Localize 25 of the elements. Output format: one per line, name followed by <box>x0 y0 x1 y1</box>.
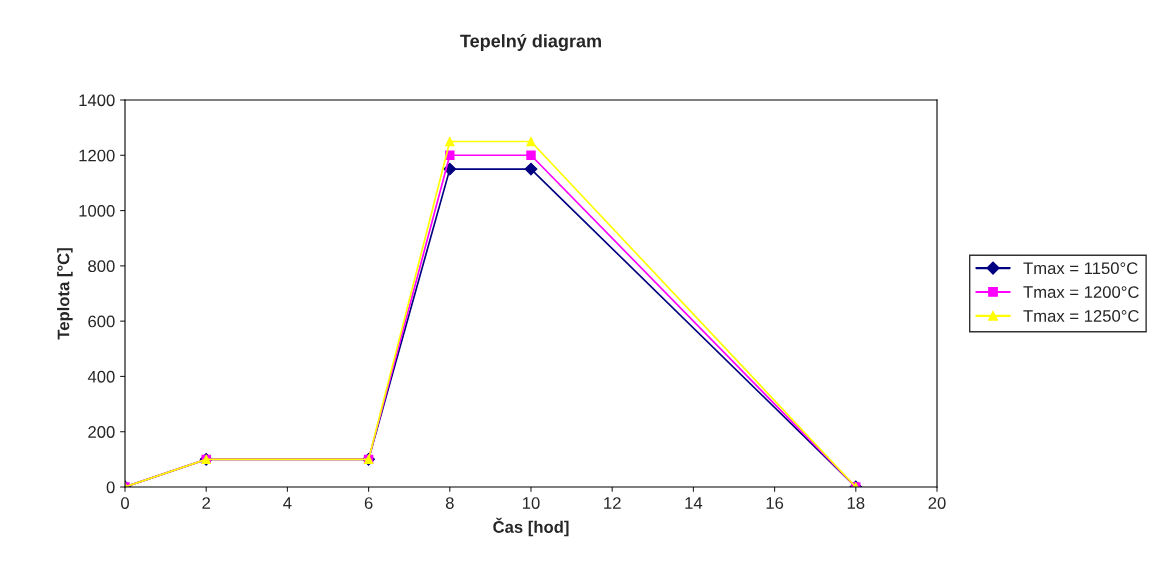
x-tick-label: 8 <box>445 497 454 509</box>
y-tick-label: 1000 <box>79 204 115 217</box>
y-tick-label: 600 <box>88 315 115 328</box>
chart-title: Tepelný diagram <box>460 33 601 52</box>
x-tick-label: 10 <box>523 497 540 509</box>
y-tick-label: 1200 <box>79 149 115 162</box>
x-tick-label: 12 <box>604 497 621 509</box>
y-tick-label: 200 <box>88 426 115 438</box>
y-tick-label: 1400 <box>79 94 115 107</box>
x-tick-label: 16 <box>766 497 784 509</box>
legend-label: Tmax = 1150°C <box>1023 262 1138 275</box>
x-tick-label: 2 <box>202 497 210 509</box>
y-tick-label: 0 <box>106 481 115 494</box>
legend-label: Tmax = 1200°C <box>1023 286 1139 298</box>
x-tick-label: 18 <box>847 497 865 509</box>
x-tick-label: 14 <box>685 497 703 509</box>
y-tick-label: 400 <box>87 370 115 383</box>
x-tick-label: 0 <box>121 497 129 509</box>
x-axis-title: Čas [hod] <box>493 517 569 537</box>
x-tick-label: 6 <box>364 497 373 509</box>
legend-label: Tmax = 1250°C <box>1023 310 1139 322</box>
x-tick-label: 4 <box>283 497 292 509</box>
x-tick-label: 20 <box>928 497 946 509</box>
y-axis-title: Teplota [°C] <box>57 248 73 340</box>
y-tick-label: 800 <box>88 260 115 273</box>
